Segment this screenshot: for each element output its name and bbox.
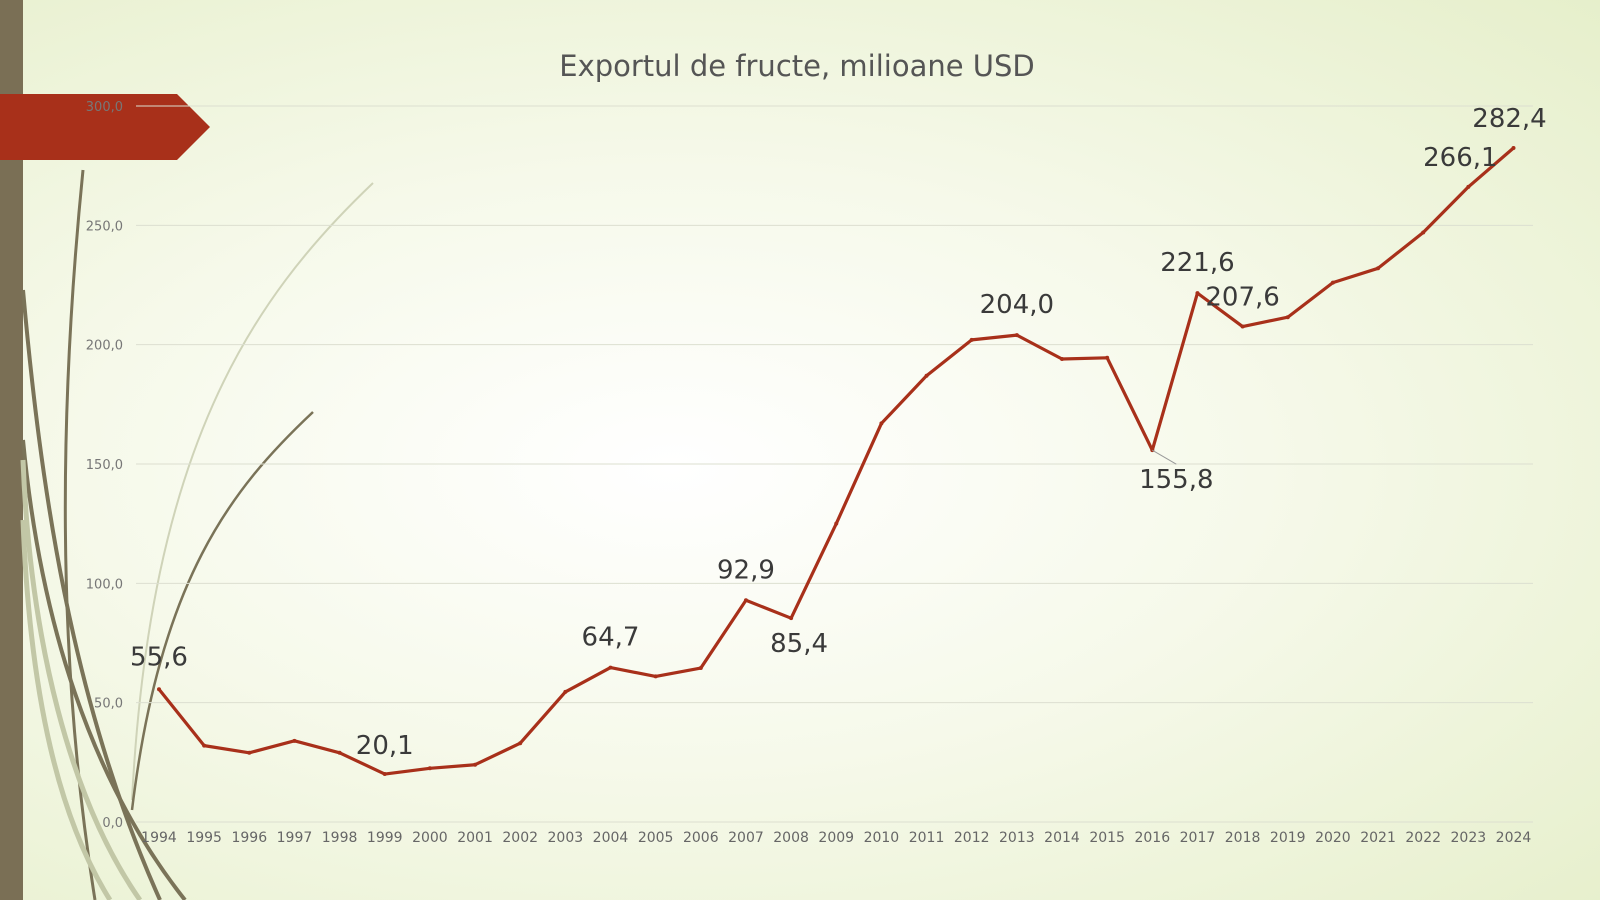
data-label: 92,9	[717, 555, 775, 585]
x-tick-label: 1996	[231, 830, 267, 846]
x-tick-label: 2016	[1134, 830, 1170, 846]
decorative-curve	[21, 289, 162, 900]
x-tick-label: 2011	[909, 830, 945, 846]
data-point	[1240, 324, 1245, 329]
data-point	[698, 666, 703, 671]
data-point	[1421, 230, 1426, 235]
data-point	[427, 766, 432, 771]
data-point	[1105, 355, 1110, 360]
data-point	[473, 762, 478, 767]
y-tick-label: 300,0	[86, 100, 123, 115]
x-tick-label: 2017	[1180, 830, 1216, 846]
gridlines	[136, 105, 1533, 823]
x-tick-label: 2020	[1315, 830, 1351, 846]
data-point	[337, 750, 342, 755]
x-tick-label: 1999	[367, 830, 403, 846]
x-tick-label: 2004	[593, 830, 629, 846]
data-point	[1466, 184, 1471, 189]
data-point	[382, 772, 387, 777]
data-point	[563, 689, 568, 694]
x-tick-label: 1998	[322, 830, 358, 846]
y-tick-label: 100,0	[86, 577, 123, 592]
x-tick-label: 1997	[277, 830, 313, 846]
data-point	[1376, 266, 1381, 271]
data-label: 207,6	[1205, 283, 1279, 313]
x-axis: 1994 1995 1996 1997 1998 1999 2000 2001 2002 2003…	[141, 830, 1531, 846]
chart-title: Exportul de fructe, milioane USD	[559, 49, 1035, 83]
x-tick-label: 2006	[683, 830, 719, 846]
data-point	[608, 665, 613, 670]
data-point	[1014, 333, 1019, 338]
x-tick-label: 2015	[1089, 830, 1125, 846]
decorative-curve	[63, 169, 97, 900]
decorative-curves	[20, 169, 374, 900]
data-point	[969, 337, 974, 342]
y-tick-label: 0,0	[102, 816, 123, 831]
y-tick-label: 250,0	[86, 219, 123, 234]
x-tick-label: 2013	[999, 830, 1035, 846]
x-tick-label: 2002	[502, 830, 538, 846]
data-point	[653, 674, 658, 679]
data-label: 85,4	[770, 629, 828, 659]
y-tick-label: 50,0	[94, 697, 123, 712]
data-labels: 55,6 20,1 64,7 92,9 85,4 204,0 155,8 221,6 207,6…	[130, 104, 1547, 761]
data-series	[157, 146, 1516, 777]
x-tick-label: 2014	[1044, 830, 1080, 846]
x-tick-label: 1995	[186, 830, 222, 846]
x-tick-label: 2009	[818, 830, 854, 846]
data-point	[789, 616, 794, 621]
data-point	[157, 687, 161, 692]
data-point	[1060, 356, 1064, 361]
data-point	[1330, 280, 1335, 285]
data-label-leader	[1152, 449, 1177, 465]
title-arrow-banner	[0, 94, 210, 160]
x-tick-label: 1994	[141, 830, 177, 846]
data-point	[247, 750, 252, 755]
decorative-curve	[21, 439, 187, 900]
x-tick-label: 2010	[864, 830, 900, 846]
data-label: 204,0	[980, 290, 1054, 320]
data-point	[743, 598, 748, 603]
decorative-curve	[20, 459, 143, 900]
y-tick-label: 200,0	[86, 339, 123, 354]
x-tick-label: 2003	[548, 830, 584, 846]
x-tick-label: 2008	[773, 830, 809, 846]
x-tick-label: 2024	[1496, 830, 1532, 846]
data-point	[518, 741, 523, 746]
decorative-curve	[130, 411, 314, 811]
data-point	[879, 421, 884, 426]
data-label: 266,1	[1423, 143, 1497, 173]
series-line	[157, 146, 1516, 776]
data-label: 20,1	[356, 731, 414, 761]
y-tick-label: 150,0	[86, 458, 123, 473]
x-tick-label: 2019	[1270, 830, 1306, 846]
y-axis: 0,0 50,0 100,0 150,0 200,0 250,0 300,0	[86, 100, 123, 831]
decorative-curve	[131, 182, 374, 801]
data-point	[1195, 291, 1200, 296]
x-tick-label: 2021	[1360, 830, 1396, 846]
data-label: 282,4	[1472, 104, 1546, 134]
data-label: 64,7	[582, 623, 640, 653]
x-tick-label: 2007	[728, 830, 764, 846]
x-tick-label: 2001	[457, 830, 493, 846]
x-tick-label: 2012	[954, 830, 990, 846]
x-tick-label: 2018	[1225, 830, 1261, 846]
x-tick-label: 2005	[638, 830, 674, 846]
decorative-curve	[20, 519, 113, 900]
data-point	[924, 373, 929, 378]
left-accent-bar	[0, 0, 23, 900]
x-tick-label: 2022	[1405, 830, 1441, 846]
x-tick-label: 2023	[1451, 830, 1487, 846]
data-point	[834, 521, 839, 526]
x-tick-label: 2000	[412, 830, 448, 846]
data-point	[1511, 146, 1516, 151]
data-point	[292, 738, 297, 743]
data-label: 55,6	[130, 642, 188, 672]
data-label: 155,8	[1139, 465, 1213, 495]
data-point	[202, 743, 207, 748]
data-point	[1285, 315, 1290, 320]
data-label: 221,6	[1160, 248, 1234, 278]
